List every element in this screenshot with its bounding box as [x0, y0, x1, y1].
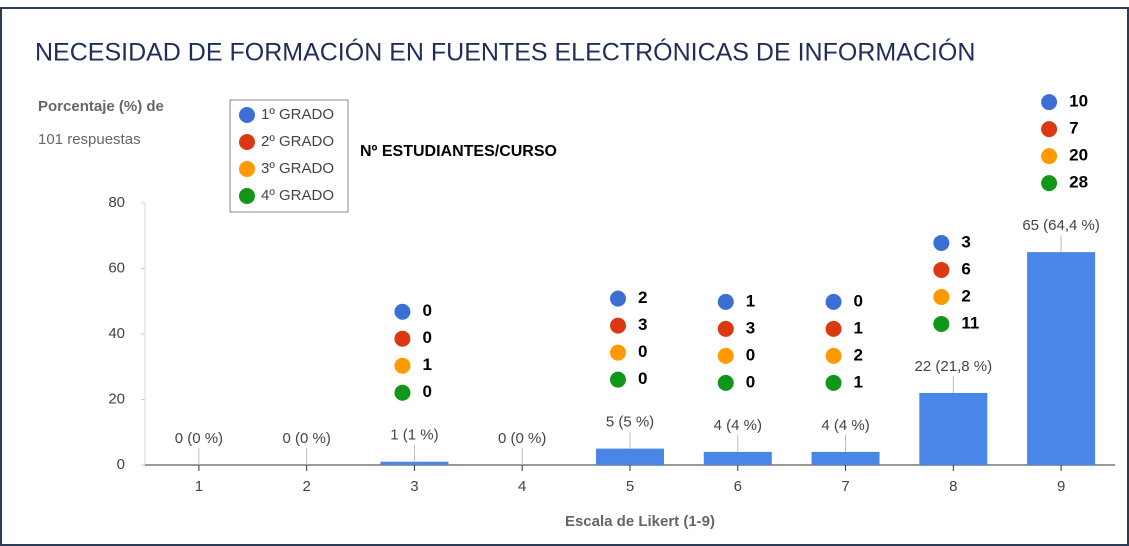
value-label: 0 (0 %): [498, 430, 546, 447]
breakdown-value: 2: [638, 288, 647, 307]
y-tick-label: 80: [108, 194, 125, 211]
breakdown-dot: [1041, 94, 1058, 111]
value-label: 4 (4 %): [821, 417, 869, 434]
x-tick-label: 4: [518, 478, 526, 495]
breakdown-dot: [717, 347, 734, 364]
legend-dot: [239, 161, 255, 177]
breakdown-dot: [717, 374, 734, 391]
y-tick-label: 40: [108, 325, 125, 342]
legend-label: 4º GRADO: [261, 187, 334, 204]
breakdown-dot: [825, 293, 842, 310]
legend-label: 1º GRADO: [261, 106, 334, 123]
breakdown-value: 6: [961, 259, 970, 278]
y-axis-label: 101 respuestas: [38, 131, 141, 148]
x-tick-label: 2: [302, 478, 310, 495]
value-label: 0 (0 %): [175, 430, 223, 447]
breakdown-dot: [717, 293, 734, 310]
breakdown-value: 0: [854, 291, 863, 310]
breakdown-dot: [610, 290, 626, 307]
breakdown-dot: [610, 371, 626, 388]
breakdown-value: 0: [422, 301, 431, 320]
value-label: 22 (21,8 %): [915, 358, 993, 375]
breakdown-value: 0: [638, 342, 647, 361]
x-tick-label: 9: [1057, 478, 1065, 495]
breakdown-dot: [933, 261, 950, 278]
breakdown-value: 3: [961, 232, 970, 251]
breakdown-dot: [1041, 175, 1058, 192]
breakdown-value: 28: [1069, 173, 1088, 192]
breakdown-dot: [1041, 148, 1058, 165]
breakdown-dot: [394, 384, 411, 401]
breakdown-value: 0: [422, 382, 431, 401]
breakdown-dot: [825, 374, 842, 391]
breakdown-value: 0: [422, 328, 431, 347]
breakdown-value: 1: [854, 372, 863, 391]
bar: [1027, 252, 1096, 465]
breakdown-value: 11: [961, 313, 979, 332]
breakdown-dot: [933, 315, 950, 332]
breakdown-dot: [610, 344, 626, 361]
breakdown-value: 0: [746, 372, 755, 391]
breakdown-value: 1: [854, 318, 863, 337]
value-label: 1 (1 %): [390, 427, 438, 444]
legend-dot: [239, 134, 255, 150]
bar: [811, 451, 880, 465]
annotation: Nº ESTUDIANTES/CURSO: [360, 143, 557, 160]
breakdown-value: 10: [1069, 92, 1088, 111]
breakdown-dot: [394, 330, 411, 347]
x-axis-label: Escala de Likert (1-9): [565, 513, 715, 530]
x-tick-label: 8: [949, 478, 957, 495]
bar: [703, 451, 772, 465]
breakdown-value: 1: [746, 291, 755, 310]
x-tick-label: 3: [410, 478, 418, 495]
breakdown-value: 2: [961, 286, 970, 305]
breakdown-value: 0: [638, 369, 647, 388]
value-label: 5 (5 %): [606, 414, 654, 431]
value-label: 65 (64,4 %): [1022, 217, 1100, 234]
x-tick-label: 6: [734, 478, 742, 495]
legend-dot: [239, 188, 255, 204]
breakdown-value: 20: [1069, 146, 1088, 165]
chart-title: NECESIDAD DE FORMACIÓN EN FUENTES ELECTR…: [35, 38, 975, 67]
legend-label: 2º GRADO: [261, 133, 334, 150]
breakdown-dot: [825, 347, 842, 364]
breakdown-dot: [717, 320, 734, 337]
legend-dot: [239, 107, 255, 123]
breakdown-value: 1: [422, 355, 431, 374]
value-label: 0 (0 %): [282, 430, 330, 447]
breakdown-value: 2: [854, 345, 863, 364]
breakdown-dot: [1041, 121, 1058, 138]
bar: [596, 448, 664, 465]
bar: [380, 461, 449, 465]
breakdown-value: 3: [638, 315, 647, 334]
legend-label: 3º GRADO: [261, 160, 334, 177]
y-axis-label: Porcentaje (%) de: [38, 98, 164, 115]
y-tick-label: 0: [117, 456, 125, 473]
x-tick-label: 5: [626, 478, 634, 495]
breakdown-dot: [394, 303, 411, 320]
breakdown-dot: [933, 288, 950, 305]
x-tick-label: 1: [195, 478, 203, 495]
breakdown-value: 3: [746, 318, 755, 337]
bar: [919, 392, 988, 465]
breakdown-value: 7: [1069, 119, 1078, 138]
breakdown-dot: [933, 234, 950, 251]
breakdown-dot: [825, 320, 842, 337]
value-label: 4 (4 %): [714, 417, 762, 434]
y-tick-label: 20: [108, 390, 125, 407]
y-tick-label: 60: [108, 259, 125, 276]
breakdown-value: 0: [746, 345, 755, 364]
x-tick-label: 7: [841, 478, 849, 495]
breakdown-dot: [610, 317, 626, 334]
breakdown-dot: [394, 357, 411, 374]
